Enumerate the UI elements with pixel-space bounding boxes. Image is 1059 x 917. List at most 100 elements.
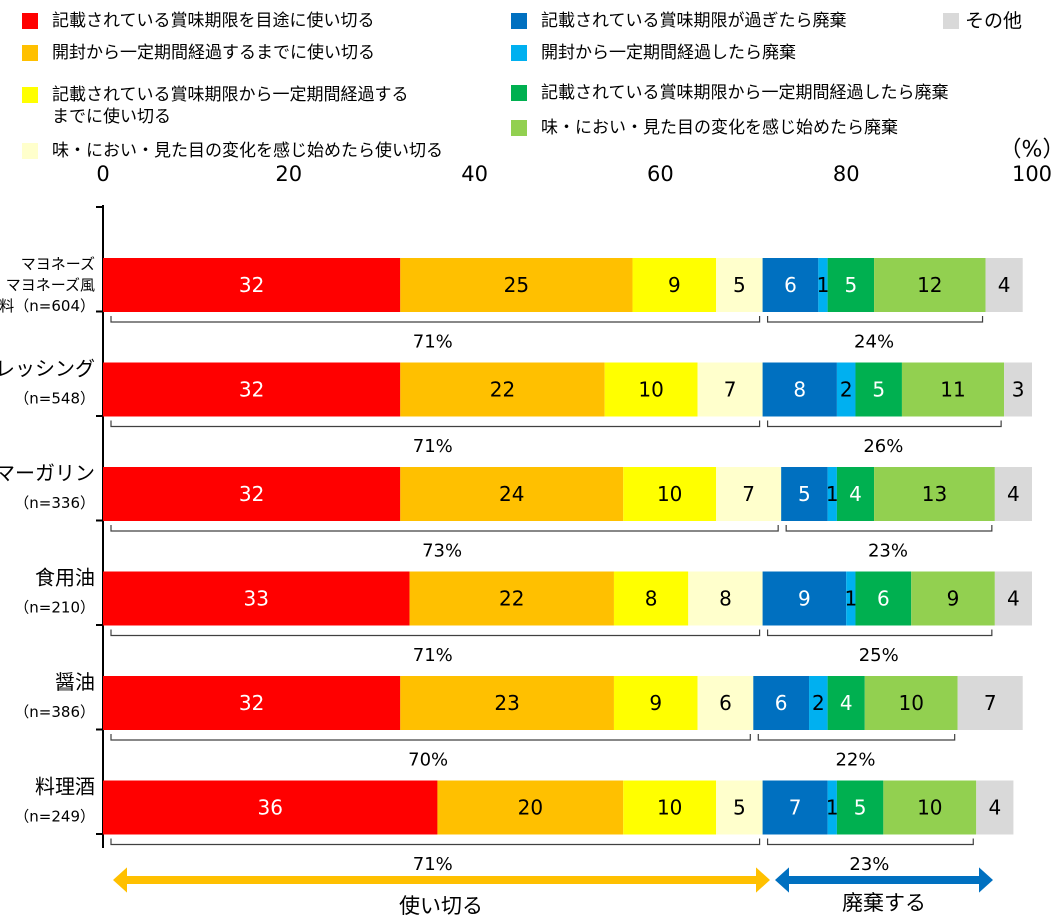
legend-label: 味・におい・見た目の変化を感じ始めたら廃棄 xyxy=(541,118,898,138)
bar-value-label: 8 xyxy=(645,587,658,611)
legend-label: 開封から一定期間経過するまでに使い切る xyxy=(52,43,375,63)
category-label: ・マヨネーズ風 xyxy=(0,276,95,294)
bar-value-label: 32 xyxy=(239,691,264,715)
bar-value-label: 33 xyxy=(244,587,269,611)
legend-swatch xyxy=(511,45,527,61)
use-total-label: 73% xyxy=(422,541,462,562)
bar-segment xyxy=(985,258,1023,312)
use-total-label: 70% xyxy=(408,750,448,771)
legend-swatch xyxy=(22,13,38,29)
bar-segment xyxy=(400,467,624,521)
bar-value-label: 22 xyxy=(490,378,515,402)
bar-segment xyxy=(846,571,856,626)
category-label: 醤油 xyxy=(55,670,95,694)
bar-segment xyxy=(409,571,614,626)
bar-value-label: 5 xyxy=(733,796,746,820)
bar-segment xyxy=(957,676,1023,730)
bar-segment xyxy=(437,780,624,835)
bar-segment xyxy=(994,571,1032,626)
category-label: （n=548） xyxy=(14,390,95,408)
category-label: （n=386） xyxy=(14,703,95,721)
bar-value-label: 1 xyxy=(844,587,857,611)
x-tick-label: 20 xyxy=(275,162,302,186)
bar-segment xyxy=(753,676,810,730)
legend-item: 味・におい・見た目の変化を感じ始めたら廃棄 xyxy=(511,117,898,139)
use-total-label: 71% xyxy=(413,645,453,666)
legend-swatch xyxy=(943,13,959,29)
legend-item: その他 xyxy=(943,10,1022,32)
bar-value-label: 9 xyxy=(649,691,662,715)
bar-segment xyxy=(911,571,995,626)
category-label: ドレッシング xyxy=(0,357,95,381)
bar-segment xyxy=(103,571,410,626)
legend-swatch xyxy=(22,87,38,103)
discard-bracket xyxy=(766,629,993,637)
bar-value-label: 5 xyxy=(854,796,867,820)
bar-segment xyxy=(716,467,782,521)
x-tick-label: 100 xyxy=(1012,162,1052,186)
bar-value-label: 4 xyxy=(1007,482,1020,506)
x-tick-label: 40 xyxy=(461,162,488,186)
legend-label: その他 xyxy=(965,10,1023,32)
unit-label: （%） xyxy=(1000,138,1059,163)
category-label: 料理酒 xyxy=(35,775,95,799)
bar-segment xyxy=(836,362,856,417)
x-tick-label: 60 xyxy=(647,162,674,186)
use-bracket xyxy=(110,629,761,637)
bar-segment xyxy=(604,362,698,417)
bar-segment xyxy=(855,362,902,417)
legend-swatch xyxy=(511,85,527,101)
bar-segment xyxy=(400,676,614,730)
bar-segment xyxy=(400,258,633,312)
bar-value-label: 1 xyxy=(817,273,830,297)
use-group-label: 使い切る xyxy=(399,894,483,917)
bar-value-label: 6 xyxy=(719,691,732,715)
bar-value-label: 2 xyxy=(812,691,825,715)
bar-value-label: 23 xyxy=(494,691,519,715)
use-total-label: 71% xyxy=(413,436,453,457)
bar-value-label: 8 xyxy=(793,378,806,402)
bar-segment xyxy=(103,258,401,312)
bar-value-label: 8 xyxy=(719,587,732,611)
bar-segment xyxy=(716,780,763,835)
legend-swatch xyxy=(511,120,527,136)
bar-segment xyxy=(697,362,763,417)
bar-segment xyxy=(688,571,763,626)
bar-segment xyxy=(762,571,847,626)
bar-segment xyxy=(874,467,995,521)
bar-value-label: 5 xyxy=(733,273,746,297)
bar-segment xyxy=(827,676,865,730)
use-total-label: 71% xyxy=(413,854,453,875)
bar-segment xyxy=(632,258,717,312)
category-label: マヨネーズ xyxy=(21,255,95,273)
category-label: （n=336） xyxy=(14,494,95,512)
use-bracket xyxy=(110,525,779,532)
legend-label: 記載されている賞味期限を目途に使い切る xyxy=(52,11,375,31)
use-group-arrow xyxy=(113,867,770,893)
bar-value-label: 36 xyxy=(257,796,282,820)
bar-value-label: 7 xyxy=(724,378,737,402)
bar-value-label: 10 xyxy=(917,796,942,820)
legend-item: 記載されている賞味期限を目途に使い切る xyxy=(22,10,375,32)
bar-value-label: 4 xyxy=(998,273,1011,297)
bar-value-label: 10 xyxy=(657,482,682,506)
bar-value-label: 4 xyxy=(849,482,862,506)
category-label: マーガリン xyxy=(0,461,95,485)
bar-value-label: 5 xyxy=(844,273,857,297)
category-label: 調味料（n=604） xyxy=(0,297,95,315)
x-tick-label: 80 xyxy=(833,162,860,186)
bar-segment xyxy=(855,571,912,626)
discard-bracket xyxy=(766,420,1002,428)
bar-segment xyxy=(716,258,763,312)
bar-segment xyxy=(613,676,698,730)
bar-value-label: 4 xyxy=(840,691,853,715)
bar-segment xyxy=(623,467,717,521)
bar-segment xyxy=(623,780,717,835)
use-bracket xyxy=(110,316,761,323)
bar-value-label: 24 xyxy=(499,482,524,506)
bar-value-label: 6 xyxy=(877,587,890,611)
legend-item: 開封から一定期間経過したら廃棄 xyxy=(511,42,796,64)
bar-value-label: 32 xyxy=(239,482,264,506)
bar-value-label: 10 xyxy=(899,691,924,715)
use-bracket xyxy=(110,420,761,428)
